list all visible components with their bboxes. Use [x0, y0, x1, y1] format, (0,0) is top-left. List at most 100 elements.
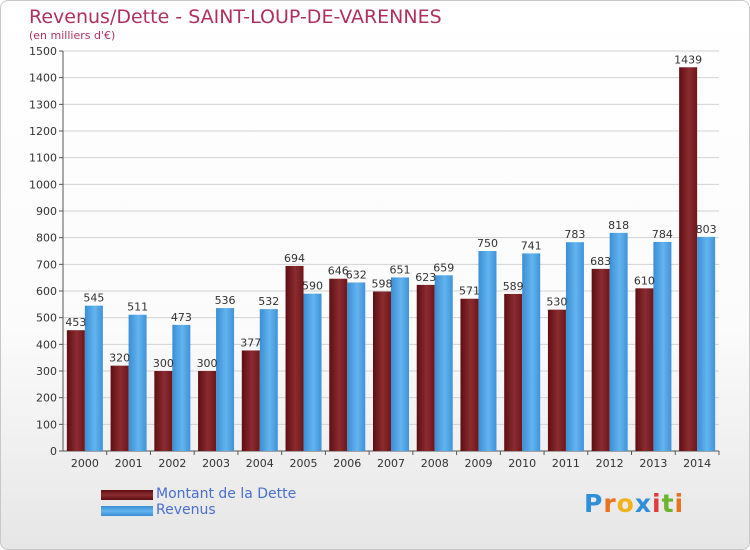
chart-subtitle: (en milliers d'€) [29, 29, 116, 42]
data-label-debt-2002: 300 [153, 357, 174, 370]
data-label-revenue-2004: 532 [258, 295, 279, 308]
bar-debt-2009 [460, 298, 479, 451]
data-label-revenue-2002: 473 [171, 311, 192, 324]
data-label-debt-2014: 1439 [674, 53, 702, 66]
bar-debt-2011 [547, 309, 566, 451]
logo-letter: o [616, 489, 635, 518]
data-label-revenue-2000: 545 [83, 292, 104, 305]
y-tick-label: 800 [36, 232, 57, 245]
bar-revenue-2005 [303, 293, 322, 451]
bar-revenue-2002 [172, 324, 191, 451]
bar-revenue-2008 [434, 275, 453, 451]
bar-debt-2012 [591, 268, 610, 451]
bar-revenue-2001 [128, 314, 147, 451]
y-tick-label: 200 [36, 392, 57, 405]
x-tick-label: 2010 [508, 457, 536, 470]
bar-debt-2008 [416, 284, 435, 451]
y-tick-label: 1000 [29, 178, 57, 191]
bar-debt-2003 [198, 371, 217, 451]
bar-revenue-2014 [697, 236, 716, 451]
y-tick-label: 100 [36, 418, 57, 431]
data-label-revenue-2011: 783 [564, 228, 585, 241]
x-tick-label: 2002 [158, 457, 186, 470]
data-label-debt-2008: 623 [415, 271, 436, 284]
bar-revenue-2009 [478, 251, 497, 451]
bar-debt-2004 [241, 350, 260, 451]
bar-revenue-2007 [391, 277, 409, 451]
x-tick-label: 2013 [639, 457, 667, 470]
x-tick-label: 2004 [246, 457, 274, 470]
bar-revenue-2013 [653, 241, 672, 451]
bar-debt-2014 [679, 67, 698, 452]
logo-letter: P [584, 489, 604, 518]
data-label-debt-2007: 598 [372, 278, 393, 291]
data-label-revenue-2009: 750 [477, 237, 498, 250]
y-tick-label: 1500 [29, 45, 57, 58]
x-tick-label: 2009 [464, 457, 492, 470]
bar-debt-2005 [285, 265, 304, 451]
data-label-revenue-2007: 651 [390, 263, 411, 276]
data-label-debt-2005: 694 [284, 252, 305, 265]
bar-revenue-2012 [609, 232, 628, 451]
data-label-revenue-2006: 632 [346, 268, 367, 281]
x-tick-label: 2005 [290, 457, 318, 470]
bar-revenue-2011 [565, 242, 584, 451]
y-tick-label: 300 [36, 365, 57, 378]
legend-swatch-revenue [101, 506, 153, 516]
bar-revenue-2000 [84, 305, 103, 451]
data-label-revenue-2008: 659 [433, 261, 454, 274]
bar-debt-2001 [110, 365, 129, 451]
y-tick-label: 1100 [29, 152, 57, 165]
y-tick-label: 1400 [29, 72, 57, 85]
data-label-debt-2003: 300 [197, 357, 218, 370]
bar-revenue-2010 [522, 253, 541, 451]
y-tick-label: 900 [36, 205, 57, 218]
data-label-revenue-2003: 536 [215, 294, 236, 307]
x-tick-label: 2012 [596, 457, 624, 470]
data-label-debt-2001: 320 [109, 352, 130, 365]
y-tick-label: 0 [50, 445, 57, 458]
bar-debt-2002 [154, 371, 173, 451]
bar-debt-2010 [504, 293, 523, 451]
data-label-debt-2009: 571 [459, 285, 480, 298]
data-label-revenue-2010: 741 [521, 239, 542, 252]
logo-letter: t [661, 489, 675, 518]
logo-letter: i [652, 489, 662, 518]
legend-label-debt: Montant de la Dette [156, 486, 297, 502]
logo-letter: i [674, 489, 685, 518]
data-label-revenue-2012: 818 [608, 219, 629, 232]
y-tick-label: 1200 [29, 125, 57, 138]
x-tick-label: 2000 [71, 457, 99, 470]
data-label-revenue-2005: 590 [302, 280, 323, 293]
chart-title: Revenus/Dette - SAINT-LOUP-DE-VARENNES [29, 6, 442, 28]
x-tick-label: 2014 [683, 457, 711, 470]
x-tick-label: 2008 [421, 457, 449, 470]
data-label-revenue-2001: 511 [127, 301, 148, 314]
y-tick-label: 1300 [29, 98, 57, 111]
data-labels: 4535453205113004733005363775326945906466… [65, 53, 716, 370]
bars [66, 67, 716, 452]
x-tick-label: 2001 [115, 457, 143, 470]
data-label-revenue-2013: 784 [652, 228, 673, 241]
bar-revenue-2004 [259, 309, 278, 451]
x-tick-label: 2006 [333, 457, 361, 470]
axes: 0 100 200 300 400 500 600 700 800 900 1000 1100 1200… [29, 45, 720, 470]
data-label-debt-2012: 683 [590, 255, 611, 268]
data-label-debt-2000: 453 [65, 316, 86, 329]
y-tick-label: 500 [36, 312, 57, 325]
legend-label-revenue: Revenus [156, 502, 216, 518]
data-label-debt-2013: 610 [634, 274, 655, 287]
bar-debt-2006 [329, 278, 348, 451]
y-tick-label: 600 [36, 285, 57, 298]
proxiti-logo: Proxiti [584, 489, 684, 518]
bar-debt-2007 [373, 291, 391, 451]
data-label-debt-2010: 589 [503, 280, 524, 293]
legend-swatch-debt [101, 490, 153, 500]
bar-debt-2000 [66, 330, 85, 451]
data-label-revenue-2014: 803 [696, 223, 717, 236]
x-tick-label: 2011 [552, 457, 580, 470]
data-label-debt-2011: 530 [546, 296, 567, 309]
logo-letter: x [634, 489, 652, 518]
y-tick-label: 700 [36, 258, 57, 271]
